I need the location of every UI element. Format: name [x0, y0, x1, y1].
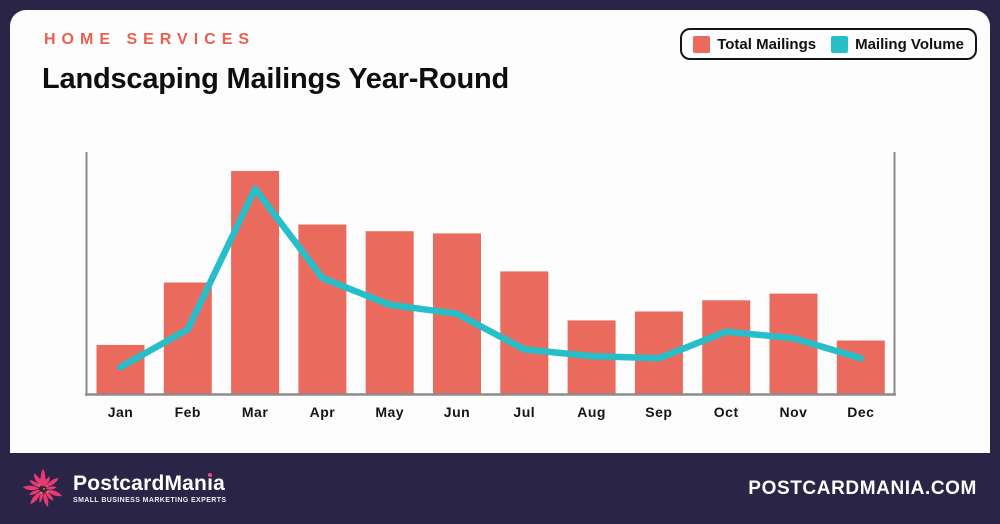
- brand-i-dot: ı: [207, 472, 214, 495]
- logo-petal: [45, 485, 57, 490]
- legend-label-total-mailings: Total Mailings: [717, 35, 817, 53]
- chart-legend: Total Mailings Mailing Volume: [680, 28, 977, 60]
- brand-tagline: SMALL BUSINESS MARKETING EXPERTS: [73, 497, 227, 504]
- website-url: POSTCARDMANIA.COM: [748, 477, 977, 499]
- postcardmania-logo: PostcardManıa SMALL BUSINESS MARKETING E…: [20, 464, 226, 514]
- logo-petal: [45, 490, 54, 501]
- legend-item-total-mailings: Total Mailings: [693, 35, 817, 53]
- logo-petal: [22, 485, 40, 490]
- logo-petal: [43, 491, 49, 507]
- brand-block: PostcardManıa SMALL BUSINESS MARKETING E…: [73, 473, 226, 504]
- logo-petal: [33, 472, 42, 486]
- mailing-volume-swatch: [831, 35, 849, 53]
- logo-petal: [30, 491, 41, 504]
- category-label: HOME SERVICES: [44, 31, 256, 48]
- starburst-flower-icon: [22, 468, 62, 507]
- page-title: Landscaping Mailings Year-Round: [42, 63, 510, 95]
- logo-petal: [44, 475, 50, 487]
- logo-petal: [39, 491, 43, 503]
- total-mailings-swatch: [693, 35, 711, 53]
- logo-petal: [43, 477, 47, 487]
- logo-petal: [39, 476, 43, 487]
- logo-petal: [29, 489, 41, 495]
- footer-bar: PostcardManıa SMALL BUSINESS MARKETING E…: [0, 453, 1000, 524]
- logo-petal: [46, 489, 62, 496]
- brand-text: PostcardManıa: [73, 472, 226, 495]
- legend-item-mailing-volume: Mailing Volume: [831, 35, 964, 53]
- chart-card: HOME SERVICES Landscaping Mailings Year-…: [10, 10, 990, 453]
- logo-petal: [45, 477, 59, 487]
- legend-label-mailing-volume: Mailing Volume: [855, 35, 964, 53]
